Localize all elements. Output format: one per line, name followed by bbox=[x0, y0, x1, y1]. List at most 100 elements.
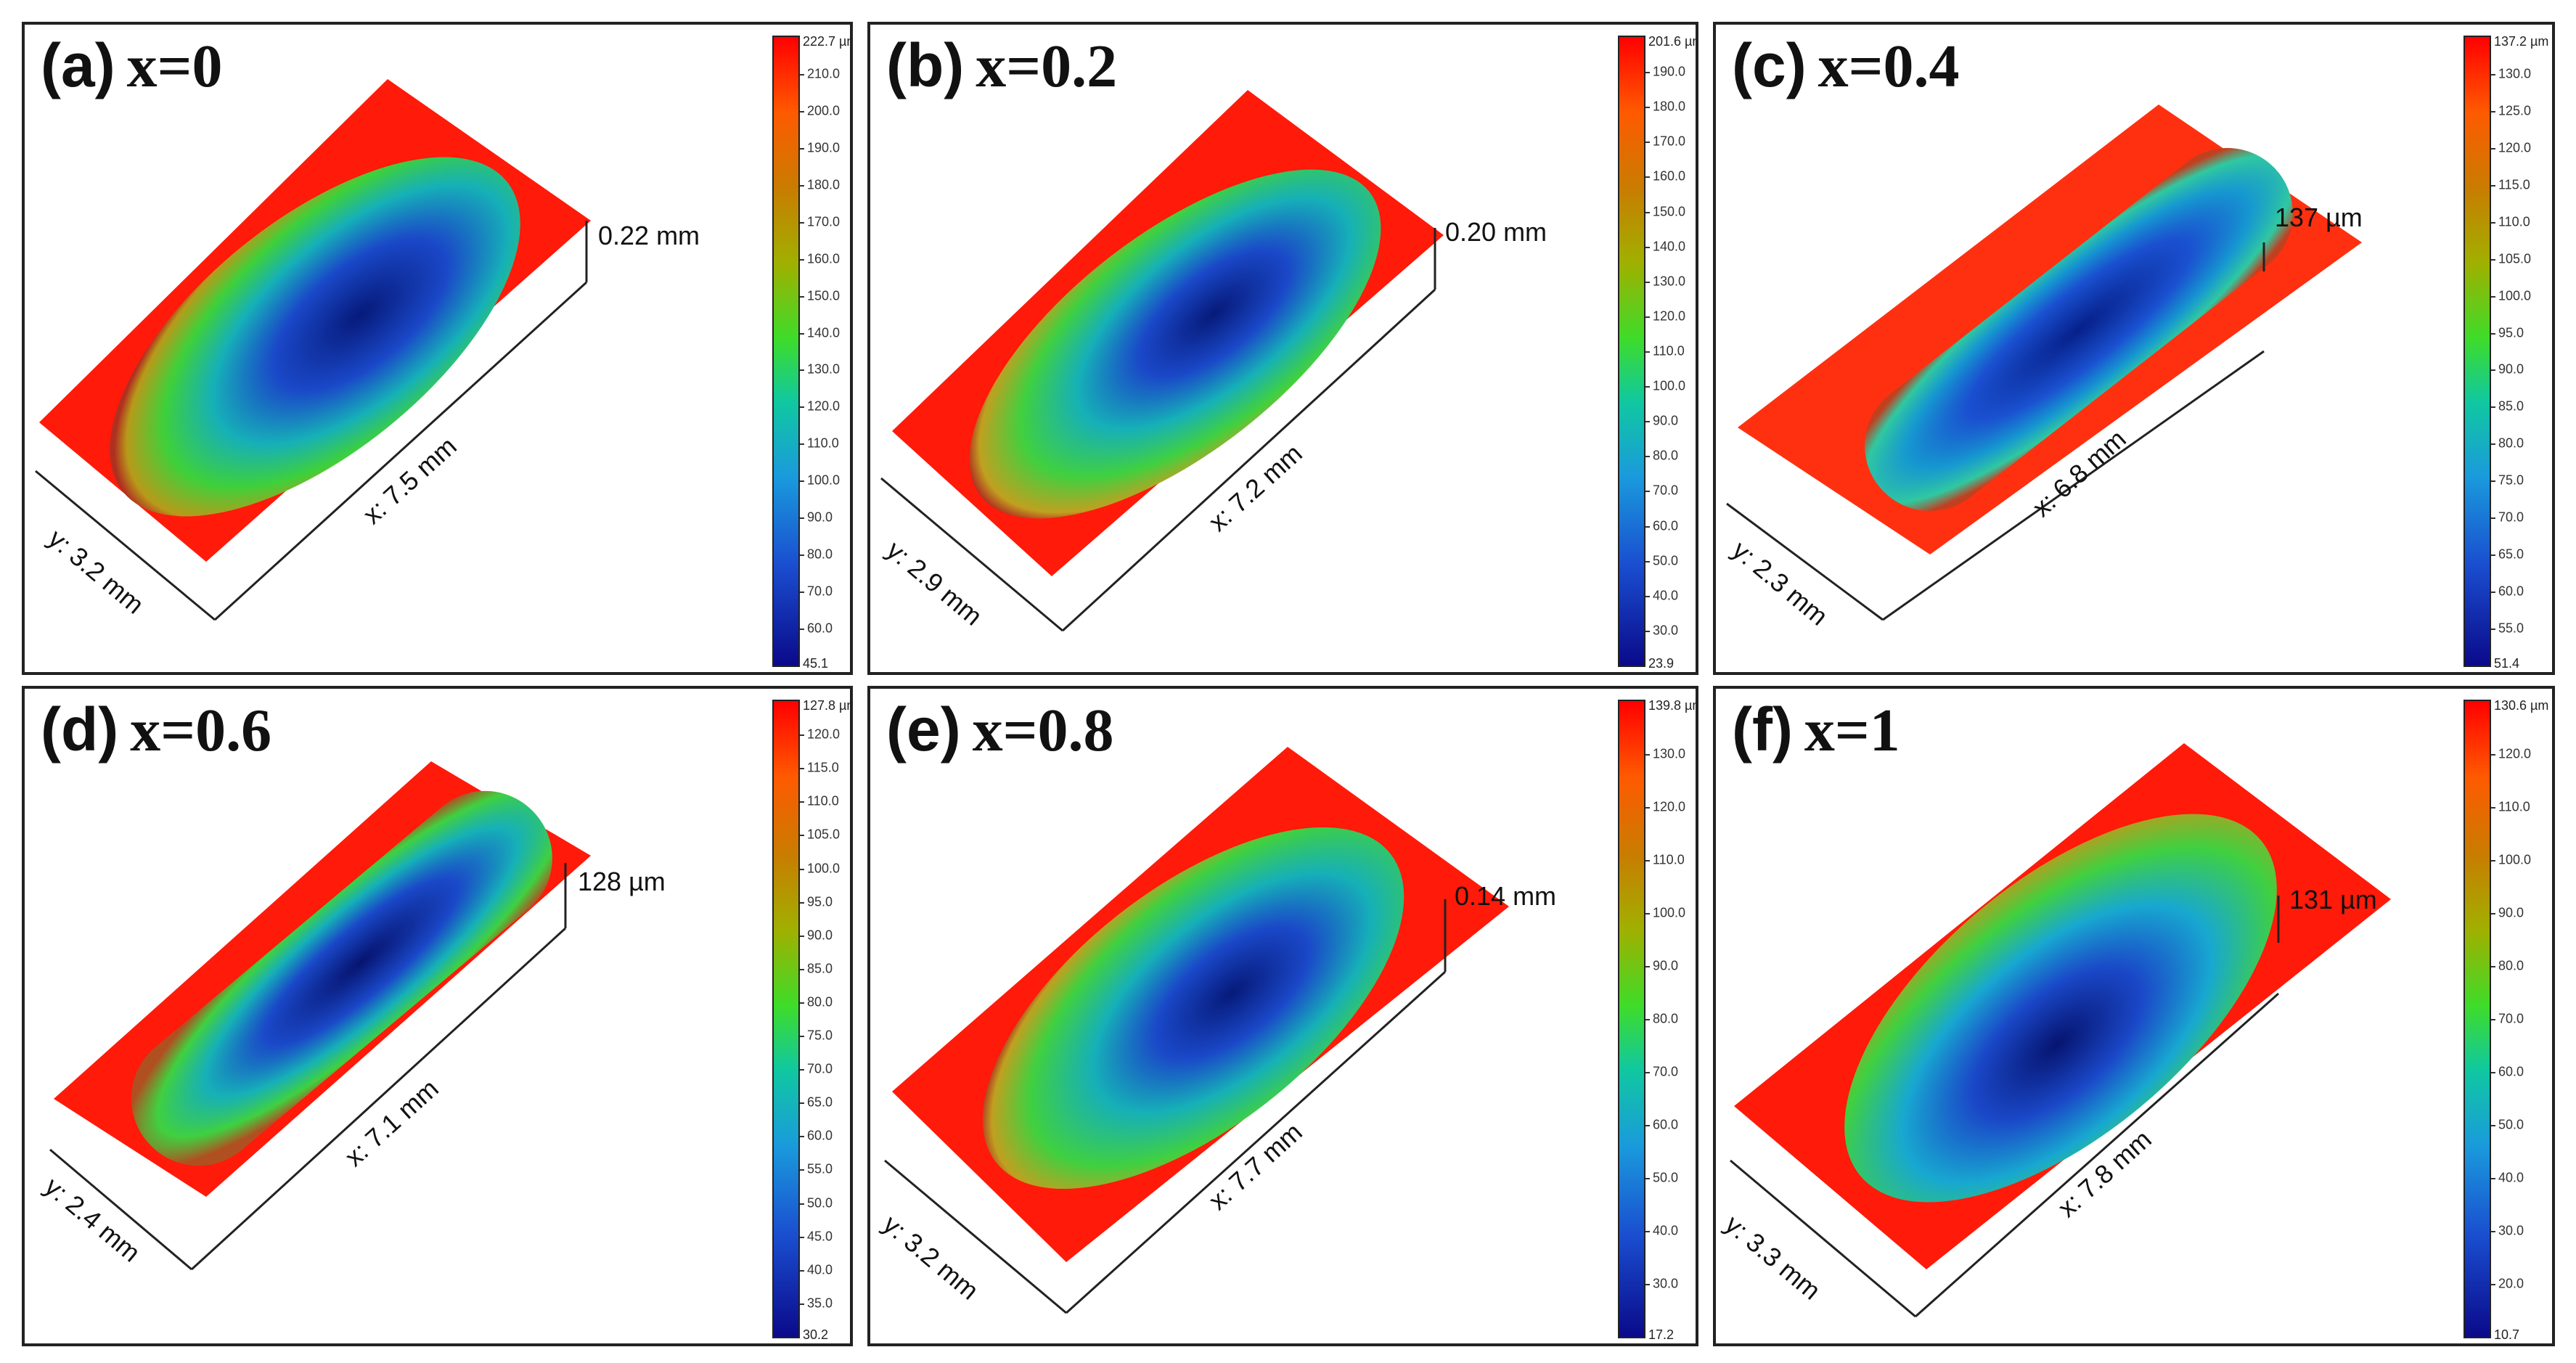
colorbar: 127.8 µm 30.2 120.0 115.0 110.0 105.0 100.0 9… bbox=[772, 698, 850, 1343]
panel-composition: x=0 bbox=[126, 33, 223, 100]
height-label: 131 µm bbox=[2289, 885, 2377, 914]
colorbar-tick-label: 120.0 bbox=[2498, 746, 2532, 761]
colorbar-tick bbox=[1645, 561, 1650, 562]
colorbar-tick-label: 210.0 bbox=[807, 66, 841, 81]
colorbar-tick bbox=[800, 1270, 804, 1272]
colorbar-tick bbox=[800, 592, 804, 593]
panel-label: (e) x=0.8 bbox=[886, 699, 1114, 761]
colorbar-tick-label: 100.0 bbox=[807, 861, 841, 876]
colorbar-tick bbox=[800, 835, 804, 836]
colorbar-tick bbox=[2491, 480, 2495, 482]
colorbar-tick-label: 50.0 bbox=[2498, 1117, 2524, 1132]
colorbar-tick-label: 60.0 bbox=[2498, 584, 2524, 599]
x-axis-line bbox=[1061, 288, 1436, 632]
colorbar-tick-label: 65.0 bbox=[2498, 547, 2524, 562]
y-length-label: y: 2.3 mm bbox=[1727, 535, 1833, 631]
colorbar-tick bbox=[1645, 807, 1650, 809]
x-axis-line bbox=[213, 281, 588, 621]
colorbar-tick bbox=[800, 1002, 804, 1004]
height-label: 0.20 mm bbox=[1445, 217, 1547, 247]
panel-letter: (a) bbox=[41, 31, 115, 99]
colorbar-tick-label: 60.0 bbox=[2498, 1064, 2524, 1079]
colorbar-max: 139.8 µm bbox=[1648, 698, 1696, 713]
colorbar-tick-label: 70.0 bbox=[807, 584, 833, 599]
profile-scene: x: 7.7 mm y: 3.2 mm bbox=[878, 747, 1509, 1314]
colorbar-tick bbox=[1645, 913, 1650, 914]
wear-scar bbox=[1865, 147, 2293, 512]
colorbar-tick bbox=[800, 111, 804, 112]
colorbar-max: 127.8 µm bbox=[803, 698, 850, 713]
colorbar-tick-label: 130.0 bbox=[2498, 66, 2532, 81]
colorbar-tick-label: 105.0 bbox=[2498, 251, 2532, 266]
colorbar-tick bbox=[1645, 754, 1650, 756]
colorbar-tick-label: 80.0 bbox=[807, 994, 833, 1010]
x-axis-line bbox=[1065, 970, 1447, 1314]
height-label: 137 µm bbox=[2275, 202, 2363, 232]
colorbar-tick-label: 110.0 bbox=[807, 793, 839, 809]
panel-composition: x=0.8 bbox=[972, 697, 1114, 764]
y-length-label: y: 3.2 mm bbox=[43, 523, 150, 620]
colorbar-tick bbox=[1645, 282, 1650, 283]
height-label: 0.22 mm bbox=[598, 221, 700, 250]
panel-c: (c) x=0.4 x: 6.8 mm y: 2.3 mm 137 µm 137.… bbox=[1713, 22, 2555, 675]
wear-scar bbox=[131, 790, 552, 1166]
colorbar-tick-label: 40.0 bbox=[807, 1262, 833, 1277]
colorbar-tick-label: 150.0 bbox=[1653, 204, 1686, 219]
colorbar-max: 137.2 µm bbox=[2494, 34, 2549, 49]
colorbar: 201.6 µm 23.9 190.0 180.0 170.0 160.0 150.0 1… bbox=[1618, 34, 1696, 671]
colorbar-tick-label: 190.0 bbox=[807, 140, 841, 155]
colorbar-tick-label: 70.0 bbox=[807, 1061, 833, 1076]
colorbar-tick bbox=[800, 629, 804, 630]
profile-scene: x: 6.8 mm y: 2.3 mm bbox=[1726, 105, 2362, 631]
colorbar-tick bbox=[2491, 1019, 2495, 1020]
y-axis-line bbox=[1726, 502, 1884, 621]
colorbar-tick bbox=[800, 1069, 804, 1071]
colorbar-tick-label: 95.0 bbox=[2498, 325, 2524, 340]
colorbar-tick bbox=[2491, 296, 2495, 298]
y-length-label: y: 3.2 mm bbox=[878, 1209, 984, 1306]
y-axis-line bbox=[880, 477, 1063, 632]
colorbar-tick bbox=[800, 222, 804, 224]
colorbar-tick-label: 115.0 bbox=[2498, 177, 2530, 192]
colorbar-tick-label: 40.0 bbox=[1653, 1223, 1679, 1238]
panel-composition: x=1 bbox=[1804, 697, 1900, 764]
colorbar-tick bbox=[1645, 176, 1650, 178]
colorbar-tick-label: 110.0 bbox=[1653, 852, 1685, 867]
x-axis-line bbox=[1882, 350, 2265, 621]
colorbar-min: 45.1 bbox=[803, 656, 829, 671]
colorbar-tick-label: 100.0 bbox=[2498, 852, 2532, 867]
panel-label: (a) x=0 bbox=[41, 35, 223, 97]
colorbar-tick-label: 75.0 bbox=[2498, 472, 2524, 488]
colorbar-tick-label: 95.0 bbox=[807, 894, 833, 909]
colorbar-tick bbox=[800, 333, 804, 335]
colorbar-tick bbox=[2491, 1178, 2495, 1179]
colorbar-tick-label: 45.0 bbox=[807, 1229, 833, 1244]
colorbar-tick bbox=[2491, 259, 2495, 261]
colorbar-tick bbox=[1645, 1072, 1650, 1073]
y-axis-line bbox=[35, 470, 216, 621]
y-length-label: y: 3.3 mm bbox=[1720, 1209, 1826, 1306]
colorbar-tick-label: 100.0 bbox=[807, 472, 841, 488]
colorbar-tick-label: 115.0 bbox=[807, 760, 839, 775]
colorbar-tick-label: 150.0 bbox=[807, 288, 841, 303]
colorbar-tick-label: 100.0 bbox=[1653, 905, 1686, 920]
colorbar-tick-label: 110.0 bbox=[1653, 343, 1685, 359]
colorbar-tick-label: 50.0 bbox=[1653, 553, 1679, 568]
colorbar-tick-label: 90.0 bbox=[2498, 905, 2524, 920]
panel-label: (f) x=1 bbox=[1732, 699, 1900, 761]
colorbar-tick-label: 60.0 bbox=[807, 621, 833, 636]
panel-a: (a) x=0 x: 7.5 mm y: 3.2 mm 0.22 mm 222.7… bbox=[22, 22, 853, 675]
x-axis-line bbox=[190, 927, 567, 1271]
profile-scene: x: 7.5 mm y: 3.2 mm bbox=[35, 79, 591, 621]
height-label: 128 µm bbox=[578, 867, 666, 896]
colorbar-tick-label: 105.0 bbox=[807, 827, 841, 842]
colorbar-tick-label: 80.0 bbox=[2498, 958, 2524, 973]
colorbar-tick bbox=[800, 259, 804, 261]
colorbar-tick-label: 125.0 bbox=[2498, 103, 2532, 118]
colorbar-min: 23.9 bbox=[1648, 656, 1675, 671]
x-length-label: x: 7.5 mm bbox=[357, 431, 462, 530]
y-length-label: y: 2.9 mm bbox=[881, 535, 988, 631]
colorbar-tick-label: 50.0 bbox=[807, 1195, 833, 1211]
colorbar: 222.7 µm 45.1 210.0 200.0 190.0 180.0 170.0 1… bbox=[772, 34, 850, 671]
colorbar-tick bbox=[1645, 526, 1650, 528]
